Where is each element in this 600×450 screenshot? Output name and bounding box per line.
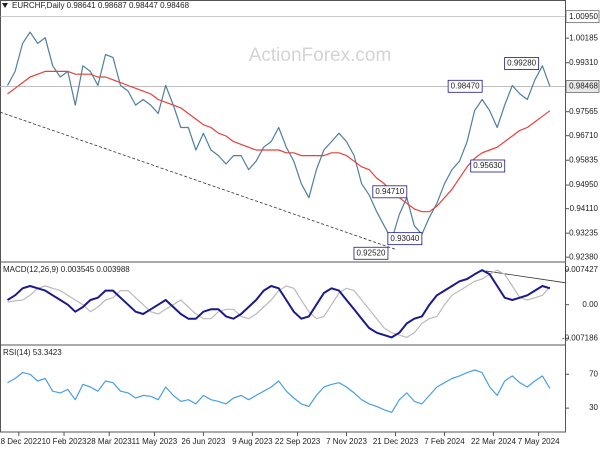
series-line (7, 70, 551, 213)
y-tick-label: 0.96710 (569, 131, 598, 140)
price-annotation-box (470, 159, 506, 173)
series-line (7, 369, 551, 413)
price-level-box (565, 10, 600, 24)
price-annotation-box (387, 232, 423, 246)
x-tick-label: 7 Feb 2024 (424, 437, 465, 446)
y-tick-label: 0.99310 (569, 58, 598, 67)
price-annotation-box (447, 79, 483, 93)
x-tick-label: 11 May 2023 (132, 437, 178, 446)
x-tick-label: 9 Aug 2023 (232, 437, 273, 446)
price-annotation-box (372, 185, 408, 199)
x-tick-label: 7 Nov 2023 (326, 437, 367, 446)
series-line (7, 269, 551, 338)
x-tick-label: 28 Dec 2022 (0, 437, 42, 446)
price-annotation-box (504, 57, 540, 70)
price-annotation-label: 0.98470 (451, 81, 480, 90)
x-tick-label: 10 Feb 2023 (42, 437, 87, 446)
price-level-box (565, 80, 600, 93)
y-tick-label: -0.007186 (562, 333, 599, 342)
watermark: ActionForex.com (249, 45, 392, 66)
x-tick-label: 22 Sep 2023 (275, 437, 321, 446)
series-line (6, 269, 551, 339)
chart-title: EURCHF,Daily 0.98641 0.98687 0.98447 0.9… (12, 1, 190, 10)
x-tick-label: 26 Jun 2023 (181, 437, 226, 446)
y-tick-label: 30 (589, 403, 598, 412)
y-tick-label: 0.97565 (569, 107, 598, 116)
y-tick-label: 0.95835 (569, 155, 598, 164)
y-tick-label: 0.93235 (569, 228, 598, 237)
x-tick-label: 28 Mar 2023 (87, 437, 132, 446)
symbol-menu-icon (2, 3, 8, 8)
y-tick-label: 0.94110 (570, 204, 599, 213)
y-tick-label: 0.92380 (569, 252, 598, 261)
price-annotation-label: 0.95630 (473, 161, 502, 170)
y-tick-label: 0.007427 (565, 265, 599, 274)
series-line (6, 31, 551, 241)
x-tick-label: 21 Dec 2023 (373, 437, 419, 446)
price-annotation-box (353, 246, 389, 260)
price-annotation-label: 0.99280 (507, 59, 536, 68)
x-tick-label: 22 Mar 2024 (471, 437, 516, 446)
price-annotation-label: 0.93040 (390, 234, 419, 243)
y-tick-label: 0.94950 (569, 180, 598, 189)
y-tick-label: 70 (589, 369, 598, 378)
price-annotation-label: 0.92520 (357, 248, 386, 257)
trendline (485, 270, 566, 284)
rsi-panel-frame (0, 344, 566, 433)
rsi-title: RSI(14) 53.3423 (3, 348, 62, 357)
macd-title: MACD(12,26,9) 0.003545 0.003988 (3, 265, 130, 274)
y-tick-label: 0.00 (582, 300, 598, 309)
price-level-label: 1.00950 (569, 12, 598, 21)
x-tick-label: 7 May 2024 (518, 437, 560, 446)
price-level-label: 0.98468 (569, 81, 598, 90)
price-annotation-label: 0.94710 (375, 187, 404, 196)
y-tick-label: 1.00185 (569, 33, 598, 42)
